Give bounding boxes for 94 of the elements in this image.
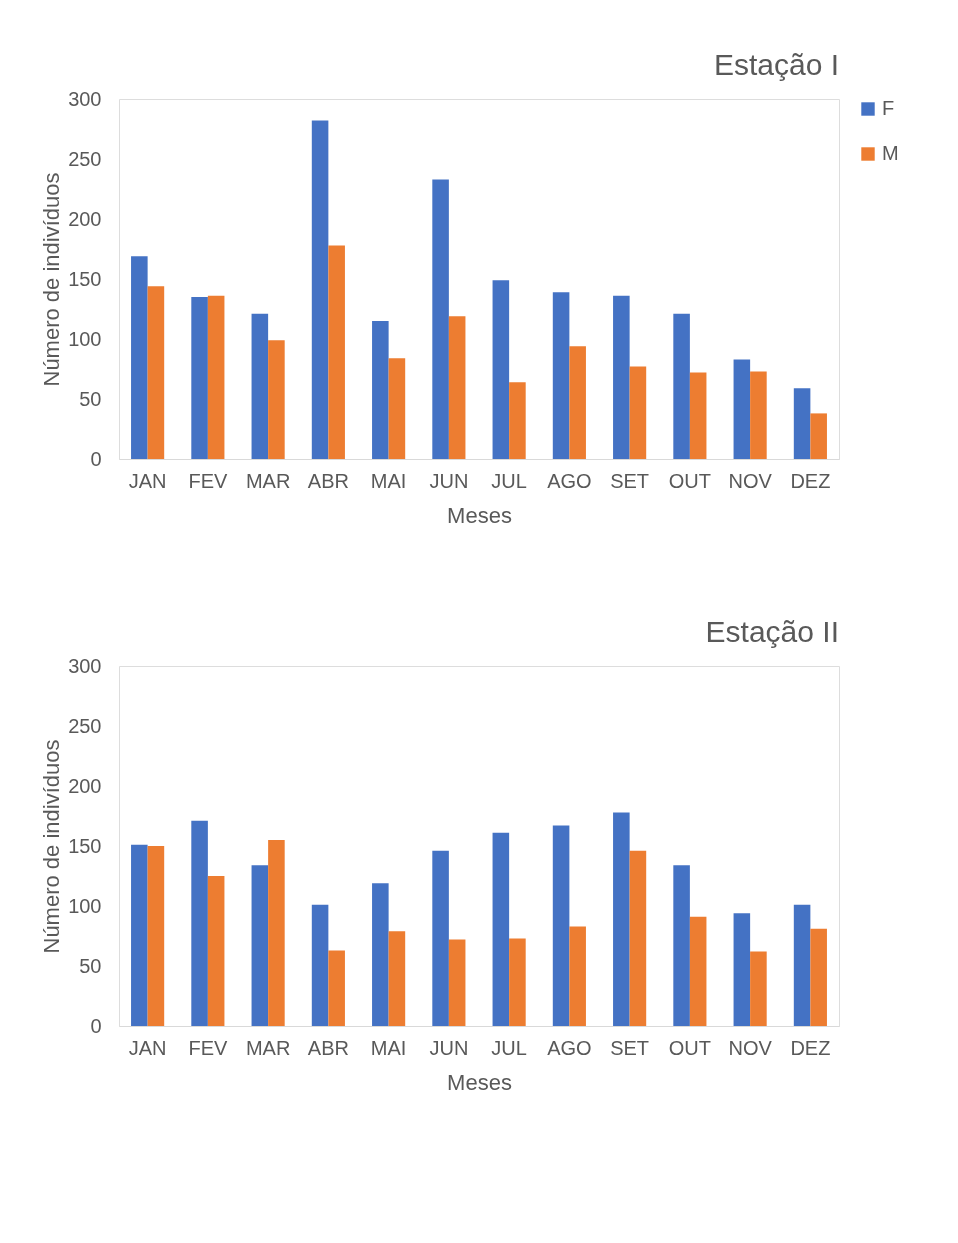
bar xyxy=(191,820,208,1026)
x-tick-label: FEV xyxy=(188,469,228,492)
bar xyxy=(207,295,225,459)
y-tick-label: 0 xyxy=(90,1014,102,1037)
x-tick-label: FEV xyxy=(188,1036,228,1059)
bar xyxy=(448,316,466,459)
x-tick-label: AGO xyxy=(547,469,592,492)
y-axis-title: Número de indivíduos xyxy=(39,739,65,954)
x-tick-label: AGO xyxy=(547,1036,592,1059)
y-tick-label: 250 xyxy=(68,714,102,737)
bar xyxy=(147,286,165,459)
bar xyxy=(251,313,269,459)
bar xyxy=(268,340,285,459)
x-tick-label: MAR xyxy=(245,469,291,492)
bar xyxy=(673,313,690,459)
bar xyxy=(328,245,345,459)
bar xyxy=(432,850,449,1026)
y-axis-title: Número de indivíduos xyxy=(39,172,65,387)
x-tick-label: ABR xyxy=(307,1036,349,1059)
y-tick-label: 150 xyxy=(68,267,102,290)
x-tick-label: SET xyxy=(610,469,650,492)
y-tick-label: 200 xyxy=(68,774,102,797)
bar xyxy=(492,280,510,459)
bar xyxy=(552,825,570,1026)
x-tick-label: JAN xyxy=(128,469,167,492)
bar xyxy=(328,950,345,1026)
bar xyxy=(147,846,165,1026)
x-tick-label: MAI xyxy=(370,1036,407,1059)
y-tick-label: 100 xyxy=(68,894,102,917)
y-tick-label: 50 xyxy=(79,387,102,410)
x-axis-title: Meses xyxy=(447,502,512,528)
bar xyxy=(131,256,148,459)
bar xyxy=(432,179,449,459)
bar xyxy=(311,904,329,1026)
x-tick-label: JAN xyxy=(128,1036,167,1059)
x-tick-label: MAR xyxy=(245,1036,291,1059)
bar xyxy=(311,120,329,459)
bar xyxy=(509,382,526,459)
x-tick-label: OUT xyxy=(668,1036,711,1059)
x-tick-label: JUN xyxy=(429,1036,469,1059)
y-tick-label: 200 xyxy=(68,207,102,230)
bar xyxy=(372,883,389,1026)
bar xyxy=(492,832,510,1026)
bar xyxy=(793,904,811,1026)
x-tick-label: OUT xyxy=(668,469,711,492)
bar xyxy=(207,876,225,1026)
x-tick-label: MAI xyxy=(370,469,407,492)
bar xyxy=(629,366,647,459)
bar xyxy=(388,358,406,459)
x-tick-label: NOV xyxy=(728,469,773,492)
bar xyxy=(733,359,751,459)
y-tick-label: 150 xyxy=(68,834,102,857)
bar xyxy=(750,951,767,1026)
y-tick-label: 300 xyxy=(68,654,102,677)
chart-title: Estação II xyxy=(705,615,839,648)
legend-label: F xyxy=(882,97,895,119)
x-tick-label: SET xyxy=(610,1036,650,1059)
chart-title: Estação I xyxy=(713,48,839,81)
x-tick-label: DEZ xyxy=(790,1036,831,1059)
bar xyxy=(448,939,466,1026)
bar xyxy=(793,388,811,459)
x-tick-label: JUN xyxy=(429,469,469,492)
y-tick-label: 100 xyxy=(68,327,102,350)
legend-label: M xyxy=(882,142,899,164)
y-tick-label: 0 xyxy=(90,447,102,470)
bar xyxy=(689,916,707,1026)
bar xyxy=(613,812,630,1026)
bar xyxy=(673,865,690,1026)
bar xyxy=(509,938,526,1026)
x-tick-label: ABR xyxy=(307,469,349,492)
y-tick-label: 300 xyxy=(68,87,102,110)
bar xyxy=(251,865,269,1026)
bar xyxy=(569,926,586,1026)
x-tick-label: JUL xyxy=(491,1036,527,1059)
bar xyxy=(552,292,570,459)
bar xyxy=(733,913,751,1026)
bar xyxy=(372,321,389,459)
bar xyxy=(810,928,827,1026)
bar xyxy=(131,844,148,1026)
x-tick-label: DEZ xyxy=(790,469,831,492)
bar xyxy=(689,372,707,459)
x-axis-title: Meses xyxy=(447,1069,512,1095)
bar xyxy=(810,413,827,459)
y-tick-label: 50 xyxy=(79,954,102,977)
x-tick-label: NOV xyxy=(728,1036,773,1059)
bar xyxy=(569,346,586,459)
bar xyxy=(613,295,630,459)
bar xyxy=(268,840,285,1026)
bar xyxy=(629,850,647,1026)
bar xyxy=(388,931,406,1026)
y-tick-label: 250 xyxy=(68,147,102,170)
bar xyxy=(750,371,767,459)
x-tick-label: JUL xyxy=(491,469,527,492)
bar xyxy=(191,297,208,459)
